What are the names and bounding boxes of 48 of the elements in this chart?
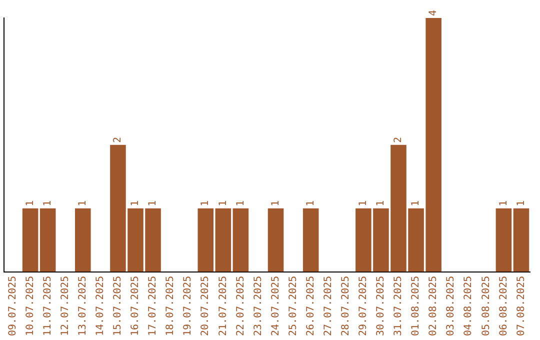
data-label: 1	[235, 200, 246, 206]
x-tick-label: 12.07.2025	[60, 276, 71, 336]
data-label: 1	[130, 200, 142, 206]
x-tick-label: 07.08.2025	[516, 276, 527, 336]
x-tick-label: 15.07.2025	[112, 276, 124, 336]
data-label: 1	[410, 200, 422, 206]
data-label: 1	[498, 200, 510, 206]
x-tick-label: 10.07.2025	[24, 276, 36, 336]
data-label: 1	[516, 200, 527, 206]
x-tick-label: 06.08.2025	[498, 276, 510, 336]
x-tick-label: 09.07.2025	[7, 276, 18, 336]
data-label: 1	[24, 200, 36, 206]
x-tick-label: 13.07.2025	[77, 276, 88, 336]
data-label: 1	[358, 200, 370, 206]
x-tick-label: 28.07.2025	[340, 276, 352, 336]
x-tick-label: 17.07.2025	[148, 276, 159, 336]
data-label: 1	[148, 200, 159, 206]
x-tick-label: 22.07.2025	[235, 276, 246, 336]
data-label: 1	[77, 200, 88, 206]
x-tick-label: 03.08.2025	[446, 276, 457, 336]
x-tick-label: 11.07.2025	[42, 276, 54, 336]
x-tick-label: 01.08.2025	[410, 276, 422, 336]
data-label: 2	[112, 136, 124, 143]
data-label: 1	[305, 200, 316, 206]
x-tick-label: 27.07.2025	[322, 276, 334, 336]
data-label: 1	[42, 200, 54, 206]
data-label: 2	[393, 136, 404, 143]
x-tick-label: 26.07.2025	[305, 276, 316, 336]
x-tick-label: 24.07.2025	[270, 276, 282, 336]
data-label: 1	[218, 200, 229, 206]
x-tick-label: 14.07.2025	[95, 276, 106, 336]
x-tick-label: 29.07.2025	[358, 276, 370, 336]
data-label: 1	[270, 200, 282, 206]
data-label: 4	[428, 10, 440, 16]
data-label: 1	[200, 200, 212, 206]
x-tick-label: 04.08.2025	[463, 276, 474, 336]
x-tick-label: 30.07.2025	[376, 276, 387, 336]
x-tick-label: 02.08.2025	[428, 276, 440, 336]
x-tick-label: 20.07.2025	[200, 276, 212, 336]
x-tick-label: 25.07.2025	[288, 276, 299, 336]
x-tick-label: 18.07.2025	[165, 276, 176, 336]
x-tick-label: 31.07.2025	[393, 276, 404, 336]
x-tick-label: 19.07.2025	[182, 276, 194, 336]
data-label: 1	[376, 200, 387, 206]
x-tick-label: 21.07.2025	[218, 276, 229, 336]
x-tick-label: 05.08.2025	[480, 276, 492, 336]
x-tick-label: 16.07.2025	[130, 276, 142, 336]
x-tick-label: 23.07.2025	[252, 276, 264, 336]
